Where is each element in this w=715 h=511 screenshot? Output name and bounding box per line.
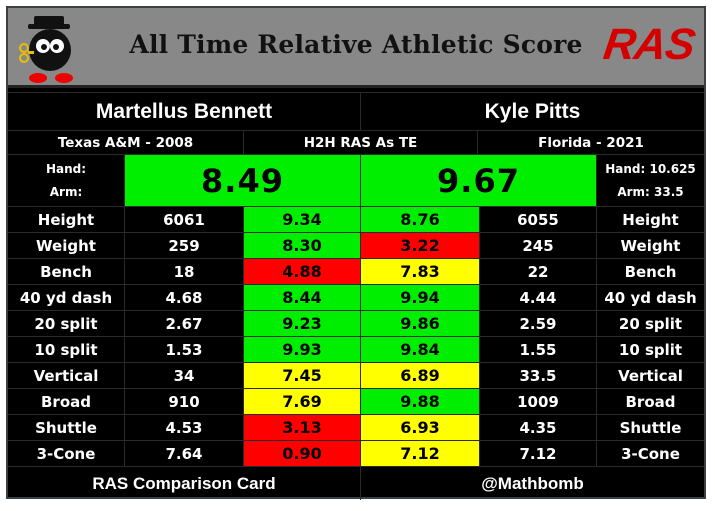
metric-row: Broad 910 7.69 9.88 1009 Broad	[8, 388, 704, 414]
metric-row: 3-Cone 7.64 0.90 7.12 7.12 3-Cone	[8, 440, 704, 466]
metric-label-left: 20 split	[8, 311, 125, 336]
right-metric-value: 33.5	[480, 363, 597, 388]
bomb-mascot-icon	[19, 16, 73, 83]
page-title: All Time Relative Athletic Score	[129, 30, 583, 59]
left-metric-value: 910	[125, 389, 244, 414]
metric-label-right: 20 split	[618, 314, 683, 333]
metric-label-left: 3-Cone	[8, 441, 125, 466]
left-metric-score: 7.45	[244, 363, 361, 388]
right-metric-value: 2.59	[480, 311, 597, 336]
metric-row: 40 yd dash 4.68 8.44 9.94 4.44 40 yd dash	[8, 284, 704, 310]
right-metric-score: 9.88	[361, 389, 480, 414]
metric-row: Vertical 34 7.45 6.89 33.5 Vertical	[8, 362, 704, 388]
left-metric-value: 7.64	[125, 441, 244, 466]
metric-label-left: Shuttle	[8, 415, 125, 440]
right-metric-score: 3.22	[361, 233, 480, 258]
left-metric-value: 2.67	[125, 311, 244, 336]
left-metric-value: 6061	[125, 207, 244, 232]
right-metric-score: 7.83	[361, 259, 480, 284]
metric-label-left: Weight	[8, 233, 125, 258]
right-metric-score: 9.84	[361, 337, 480, 362]
overall-score-row: Hand: Arm: 8.49 9.67 Hand: 10.625 Arm: 3…	[8, 154, 704, 206]
right-metric-value: 1009	[480, 389, 597, 414]
right-hand-value: Hand: 10.625	[605, 161, 696, 176]
metric-label-right: Broad	[625, 392, 676, 411]
metric-label-right: Shuttle	[619, 418, 682, 437]
metric-label-left: Vertical	[8, 363, 125, 388]
center-label: H2H RAS As TE	[244, 131, 478, 154]
right-metric-score: 9.86	[361, 311, 480, 336]
metric-label-left: Bench	[8, 259, 125, 284]
metric-label-right: Height	[622, 210, 679, 229]
left-metric-score: 9.34	[244, 207, 361, 232]
left-metric-score: 9.23	[244, 311, 361, 336]
metric-row: Height 6061 9.34 8.76 6055 Height	[8, 206, 704, 232]
ras-card: All Time Relative Athletic Score RAS Mar…	[6, 6, 706, 500]
metric-label-right: Vertical	[618, 366, 683, 385]
metric-label-right: 10 split	[618, 340, 683, 359]
metric-label-right: Bench	[624, 262, 677, 281]
metric-label-left: Height	[8, 207, 125, 232]
player-info-row: Texas A&M - 2008 H2H RAS As TE Florida -…	[8, 130, 704, 154]
metric-label-right: 40 yd dash	[604, 288, 697, 307]
left-metric-score: 7.69	[244, 389, 361, 414]
metric-label-left: 40 yd dash	[8, 285, 125, 310]
metric-row: Bench 18 4.88 7.83 22 Bench	[8, 258, 704, 284]
right-hand-arm: Hand: 10.625 Arm: 33.5	[597, 155, 704, 206]
left-metric-value: 18	[125, 259, 244, 284]
right-metric-score: 8.76	[361, 207, 480, 232]
right-metric-value: 245	[480, 233, 597, 258]
left-metric-score: 3.13	[244, 415, 361, 440]
left-arm-label: Arm:	[49, 185, 83, 200]
right-arm-value: Arm: 33.5	[617, 185, 684, 200]
right-metric-value: 4.44	[480, 285, 597, 310]
metric-label-left: 10 split	[8, 337, 125, 362]
comparison-table: Martellus Bennett Kyle Pitts Texas A&M -…	[8, 92, 704, 500]
left-metric-score: 9.93	[244, 337, 361, 362]
right-metric-value: 7.12	[480, 441, 597, 466]
ras-logo: RAS	[600, 20, 698, 69]
left-school-year: Texas A&M - 2008	[8, 131, 244, 154]
left-hand-label: Hand:	[45, 161, 87, 176]
metric-rows: Height 6061 9.34 8.76 6055 Height Weight 259 8.3…	[8, 206, 704, 466]
left-metric-value: 4.68	[125, 285, 244, 310]
right-metric-score: 6.89	[361, 363, 480, 388]
right-metric-value: 6055	[480, 207, 597, 232]
right-school-year: Florida - 2021	[538, 134, 644, 151]
metric-label-right: Weight	[620, 236, 681, 255]
left-metric-value: 259	[125, 233, 244, 258]
left-metric-value: 1.53	[125, 337, 244, 362]
metric-row: 20 split 2.67 9.23 9.86 2.59 20 split	[8, 310, 704, 336]
left-player-name: Martellus Bennett	[8, 93, 361, 130]
left-metric-value: 34	[125, 363, 244, 388]
right-metric-score: 7.12	[361, 441, 480, 466]
right-metric-value: 22	[480, 259, 597, 284]
right-metric-score: 9.94	[361, 285, 480, 310]
right-metric-score: 6.93	[361, 415, 480, 440]
left-metric-score: 8.30	[244, 233, 361, 258]
left-metric-value: 4.53	[125, 415, 244, 440]
metric-row: Weight 259 8.30 3.22 245 Weight	[8, 232, 704, 258]
metric-row: Shuttle 4.53 3.13 6.93 4.35 Shuttle	[8, 414, 704, 440]
card-header: All Time Relative Athletic Score RAS	[8, 8, 704, 88]
right-metric-value: 1.55	[480, 337, 597, 362]
left-metric-score: 8.44	[244, 285, 361, 310]
footer-left-text: RAS Comparison Card	[8, 467, 361, 500]
right-metric-value: 4.35	[480, 415, 597, 440]
left-metric-score: 0.90	[244, 441, 361, 466]
metric-label-left: Broad	[8, 389, 125, 414]
player-names-row: Martellus Bennett Kyle Pitts	[8, 92, 704, 130]
right-player-name: Kyle Pitts	[484, 99, 581, 123]
left-metric-score: 4.88	[244, 259, 361, 284]
metric-row: 10 split 1.53 9.93 9.84 1.55 10 split	[8, 336, 704, 362]
left-hand-arm: Hand: Arm:	[8, 155, 125, 206]
card-footer: RAS Comparison Card @Mathbomb	[8, 466, 704, 500]
footer-right-text: @Mathbomb	[481, 473, 584, 493]
right-overall-score: 9.67	[361, 155, 597, 206]
left-overall-score: 8.49	[125, 155, 361, 206]
metric-label-right: 3-Cone	[621, 444, 680, 463]
